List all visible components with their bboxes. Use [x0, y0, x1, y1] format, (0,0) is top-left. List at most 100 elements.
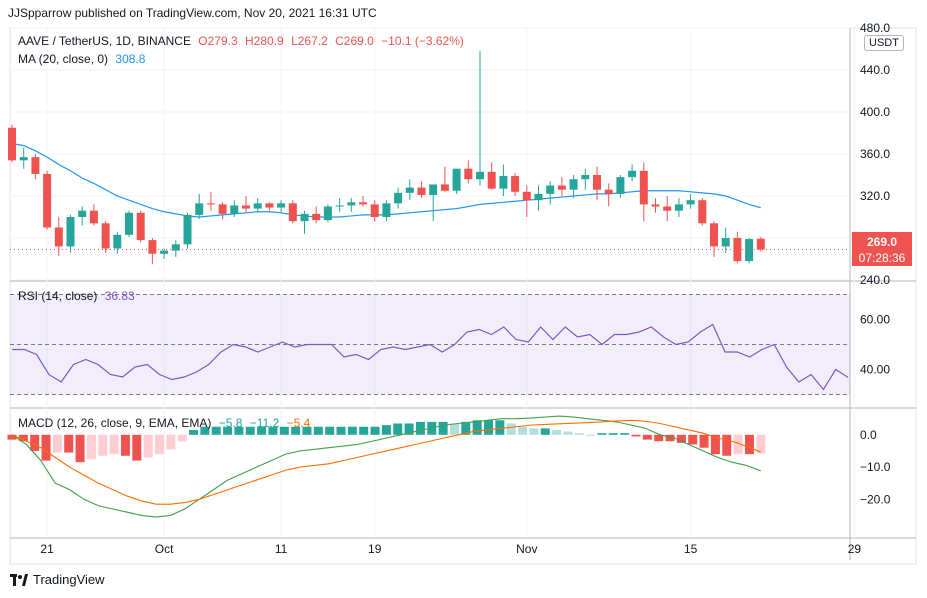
macd-pane	[7, 415, 766, 518]
candle-49	[581, 168, 590, 190]
time-tick-label: Nov	[516, 542, 537, 556]
currency-button[interactable]: USDT	[864, 35, 904, 51]
x-axis: 21 Oct 11 19 Nov 15 29	[40, 542, 861, 556]
candle-body	[359, 202, 367, 205]
candle-26	[312, 206, 321, 224]
candle-body	[756, 238, 765, 250]
macd-hist-bar	[7, 434, 17, 440]
candle-body	[394, 192, 403, 204]
macd-hist-bar	[86, 434, 96, 459]
candle-36	[429, 184, 438, 222]
candle-body	[312, 213, 321, 221]
candle-28	[335, 198, 344, 212]
candle-body	[160, 250, 169, 254]
candle-55	[651, 198, 660, 213]
macd-hist-bar	[404, 423, 414, 435]
rsi-value: 36.83	[104, 289, 135, 303]
ma-legend[interactable]: MA (20, close, 0) 308.8	[18, 52, 149, 66]
macd-hist-bar	[291, 426, 301, 435]
macd-hist-bar	[302, 426, 312, 435]
price-tick-label: 480.0	[860, 21, 890, 35]
rsi-tick-label: 60.00	[860, 313, 890, 327]
candle-body	[113, 234, 122, 249]
candle-body	[8, 127, 16, 161]
candle-37	[440, 166, 449, 192]
candle-body	[452, 168, 461, 191]
macd-hist-bar	[336, 426, 346, 435]
publisher-text: JJSpparrow published on TradingView.com,…	[8, 6, 377, 20]
candle-body	[19, 157, 28, 161]
macd-hist-bar	[642, 434, 652, 440]
macd-tick-label: −10.0	[860, 460, 891, 474]
change-value: −10.1 (−3.62%)	[381, 34, 464, 48]
candle-38	[452, 168, 461, 194]
candle-body	[43, 173, 52, 228]
candle-body	[604, 189, 613, 194]
ma-label: MA (20, close, 0)	[18, 52, 109, 66]
candle-22	[265, 202, 274, 211]
macd-hist-bar	[733, 434, 743, 455]
candle-body	[89, 210, 98, 224]
macd-legend[interactable]: MACD (12, 26, close, 9, EMA, EMA) −5.8 −…	[18, 416, 314, 430]
candle-body	[323, 206, 332, 221]
candle-body	[335, 205, 344, 207]
candle-body	[511, 176, 520, 192]
candle-body	[195, 203, 204, 215]
candle-18	[218, 202, 227, 220]
candle-44	[522, 185, 531, 217]
candle-9	[113, 231, 122, 254]
macd-hist-bar	[472, 420, 482, 435]
candle-body	[522, 191, 531, 201]
candle-19	[230, 200, 239, 217]
symbol-legend[interactable]: AAVE / TetherUS, 1D, BINANCE O279.3 H280…	[18, 34, 468, 48]
candle-25	[300, 210, 309, 234]
macd-hist-bar	[676, 434, 686, 443]
rsi-legend[interactable]: RSI (14, close) 36.83	[18, 289, 139, 303]
candle-body	[710, 223, 718, 247]
macd-hist-bar	[257, 426, 267, 435]
candle-body	[171, 244, 180, 251]
candle-body	[639, 170, 648, 205]
candle-body	[581, 175, 590, 180]
candle-body	[66, 217, 75, 247]
macd-tick-label: −20.0	[860, 492, 891, 506]
macd-hist-bar	[506, 423, 516, 435]
macd-hist-bar	[744, 434, 754, 455]
candle-29	[347, 198, 356, 212]
macd-hist-bar	[620, 433, 630, 435]
footer-brand[interactable]: TradingView	[10, 572, 105, 587]
macd-hist-bar	[154, 434, 164, 455]
candle-11	[136, 210, 145, 243]
candle-body	[148, 240, 157, 254]
macd-hist-bar	[64, 434, 74, 453]
symbol-name: AAVE / TetherUS, 1D, BINANCE	[18, 34, 191, 48]
candle-63	[745, 238, 754, 264]
macd-hist-bar	[234, 426, 244, 435]
price-tick-label: 360.0	[860, 147, 890, 161]
macd-hist-bar	[75, 434, 85, 463]
macd-hist-bar	[461, 421, 471, 435]
tradingview-logo-icon	[10, 573, 28, 586]
candle-54	[639, 162, 648, 222]
macd-hist-bar	[143, 434, 153, 458]
candle-16	[195, 193, 204, 220]
candle-body	[54, 227, 63, 247]
candle-0	[8, 124, 16, 163]
candle-body	[242, 205, 250, 209]
candle-21	[253, 198, 262, 213]
low-value: L267.2	[291, 34, 328, 48]
macd-hist-bar	[359, 426, 369, 435]
macd-hist-bar	[415, 421, 425, 435]
macd-hist-bar	[699, 434, 709, 448]
price-tick-label: 320.0	[860, 189, 890, 203]
candle-10	[125, 210, 133, 237]
macd-hist-bar	[223, 426, 233, 435]
candle-23	[277, 200, 286, 213]
candle-45	[534, 185, 543, 211]
candle-15	[183, 212, 192, 249]
macd-label: MACD (12, 26, close, 9, EMA, EMA)	[18, 416, 212, 430]
high-value: H280.9	[245, 34, 284, 48]
candle-27	[323, 204, 332, 223]
candle-58	[686, 193, 695, 209]
